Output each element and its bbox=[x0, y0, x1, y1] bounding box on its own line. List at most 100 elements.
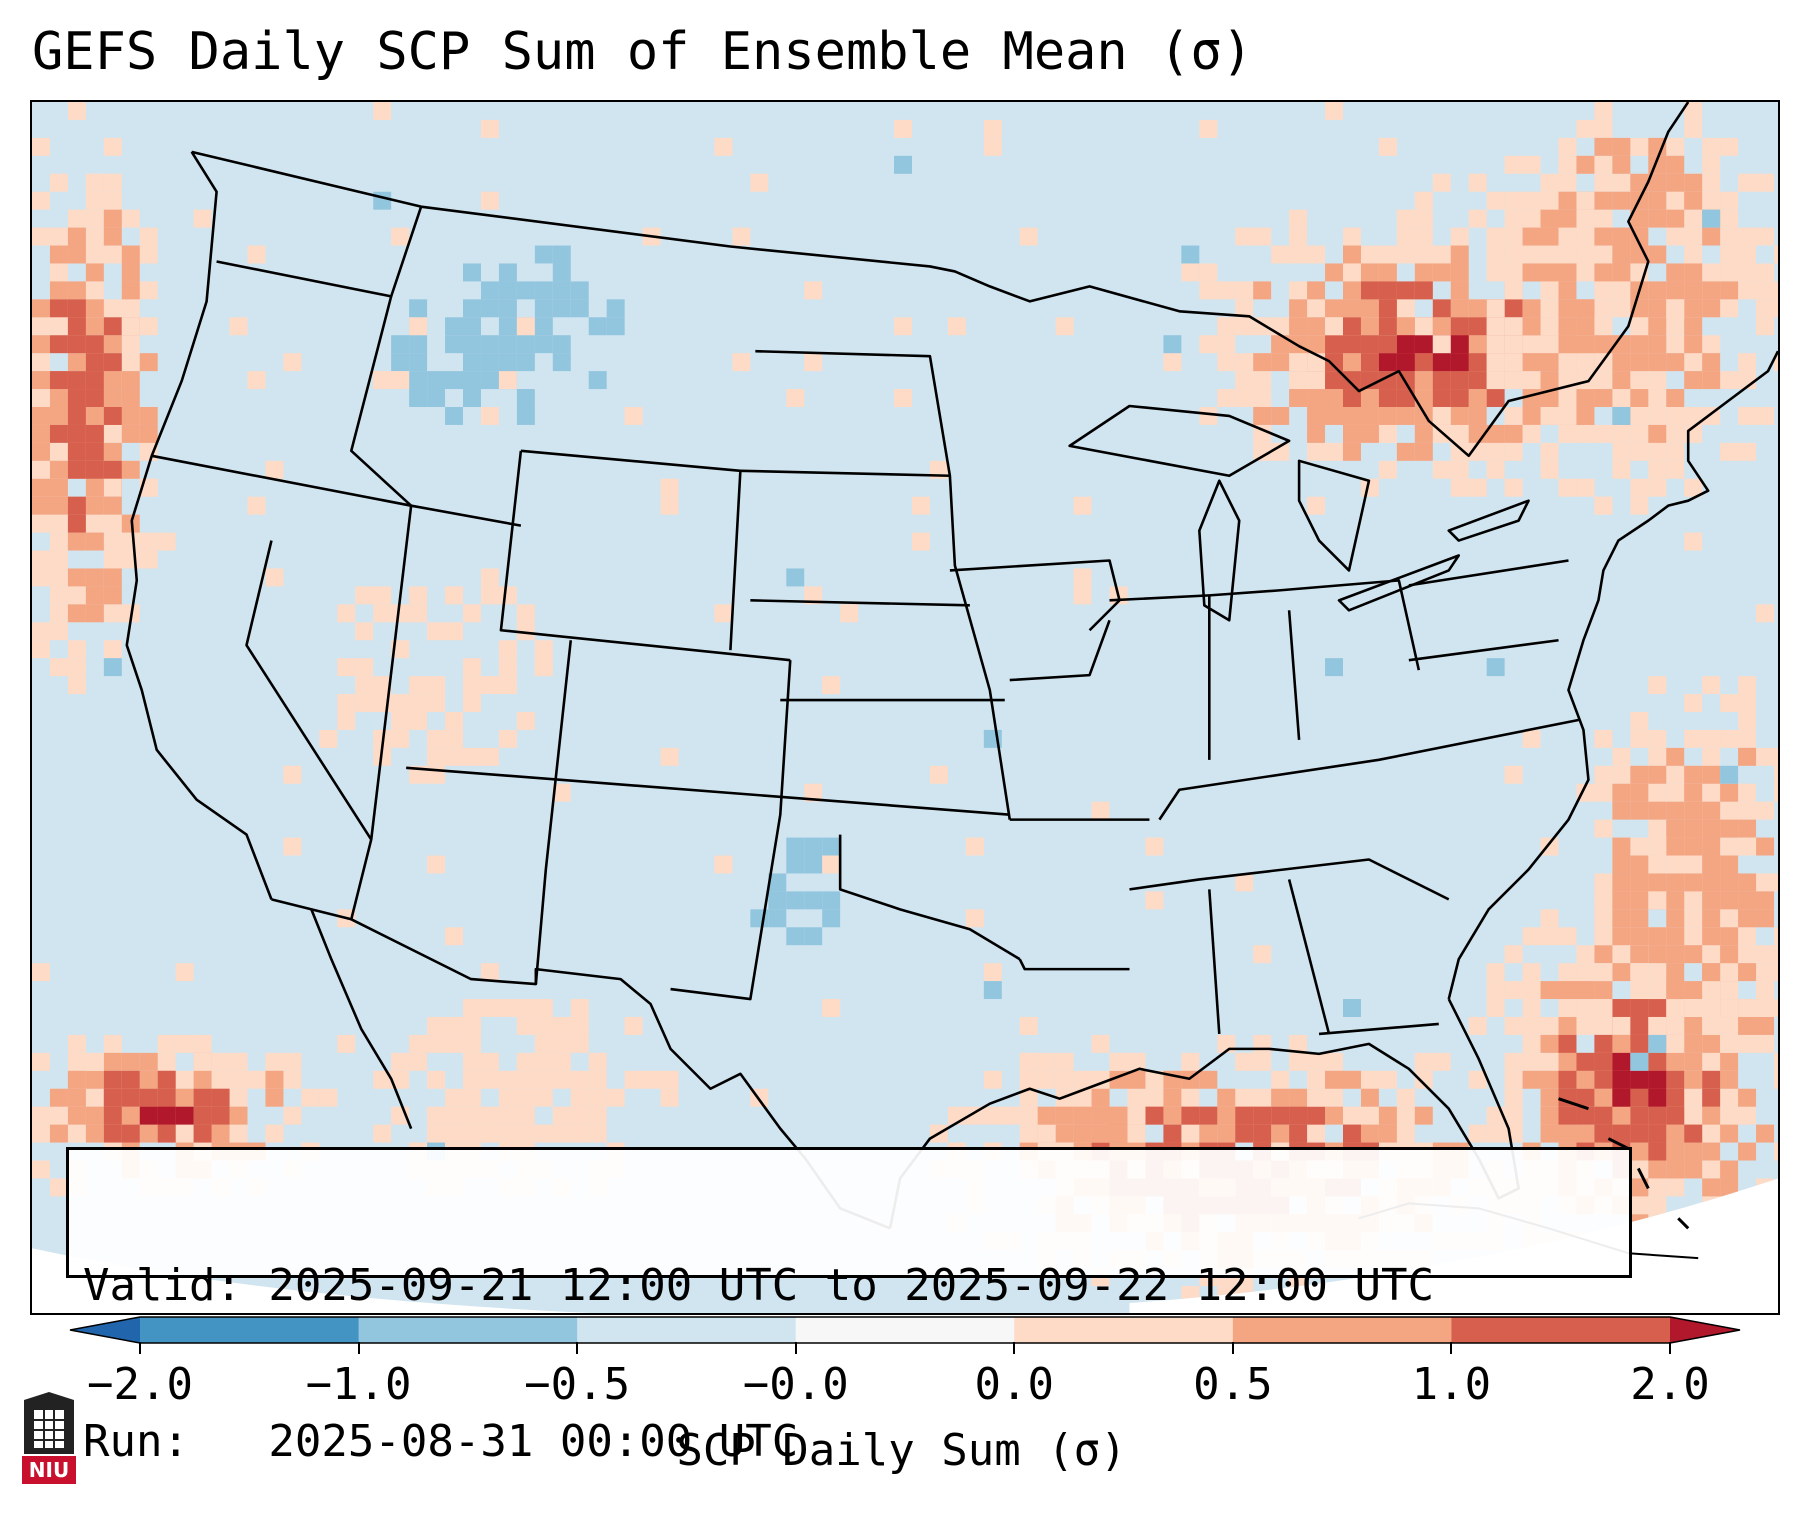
anomaly-cell bbox=[103, 424, 122, 443]
anomaly-cell bbox=[1666, 945, 1685, 964]
anomaly-cell bbox=[1702, 729, 1721, 748]
anomaly-cell bbox=[67, 604, 86, 623]
anomaly-cell bbox=[1342, 335, 1361, 354]
anomaly-cell bbox=[498, 281, 517, 300]
anomaly-cell bbox=[1684, 1070, 1703, 1089]
anomaly-cell bbox=[283, 765, 302, 784]
anomaly-cell bbox=[1720, 1034, 1739, 1053]
anomaly-cell bbox=[1181, 1124, 1200, 1143]
anomaly-cell bbox=[1558, 335, 1577, 354]
anomaly-cell bbox=[1378, 424, 1397, 443]
anomaly-cell bbox=[1612, 873, 1631, 892]
anomaly-cell bbox=[1540, 281, 1559, 300]
anomaly-cell bbox=[1486, 658, 1505, 677]
anomaly-cell bbox=[1558, 209, 1577, 228]
anomaly-cell bbox=[1504, 442, 1523, 461]
anomaly-cell bbox=[1702, 945, 1721, 964]
anomaly-cell bbox=[1504, 765, 1523, 784]
anomaly-cell bbox=[121, 317, 140, 336]
anomaly-cell bbox=[480, 299, 499, 318]
anomaly-cell bbox=[337, 1034, 356, 1053]
anomaly-cell bbox=[1738, 909, 1757, 928]
anomaly-cell bbox=[391, 1052, 410, 1071]
anomaly-cell bbox=[1612, 442, 1631, 461]
anomaly-cell bbox=[1666, 801, 1685, 820]
anomaly-cell bbox=[1720, 227, 1739, 246]
anomaly-cell bbox=[498, 729, 517, 748]
anomaly-cell bbox=[1594, 1124, 1613, 1143]
anomaly-cell bbox=[1612, 783, 1631, 802]
anomaly-cell bbox=[85, 371, 104, 390]
anomaly-cell bbox=[1342, 406, 1361, 425]
anomaly-cell bbox=[1648, 1088, 1667, 1107]
anomaly-cell bbox=[1774, 945, 1778, 964]
anomaly-cell bbox=[1630, 1088, 1649, 1107]
anomaly-cell bbox=[1738, 783, 1757, 802]
anomaly-cell bbox=[1612, 1034, 1631, 1053]
anomaly-cell bbox=[1091, 1088, 1110, 1107]
anomaly-cell bbox=[786, 389, 805, 407]
southeast-line bbox=[1129, 858, 1450, 901]
anomaly-cell bbox=[1594, 317, 1613, 336]
colorbar-tick-mark bbox=[794, 1342, 797, 1354]
anomaly-cell bbox=[1684, 173, 1703, 192]
anomaly-cell bbox=[1145, 837, 1164, 856]
anomaly-cell bbox=[1127, 1106, 1146, 1125]
anomaly-cell bbox=[139, 532, 158, 551]
anomaly-cell bbox=[1342, 1070, 1361, 1089]
anomaly-cell bbox=[85, 317, 104, 336]
anomaly-cell bbox=[1486, 317, 1505, 336]
anomaly-cell bbox=[337, 658, 356, 677]
anomaly-cell bbox=[1594, 137, 1613, 156]
anomaly-cell bbox=[1738, 676, 1757, 695]
anomaly-cell bbox=[463, 1016, 481, 1035]
anomaly-cell bbox=[1648, 999, 1667, 1017]
anomaly-cell bbox=[1630, 729, 1649, 748]
anomaly-cell bbox=[1720, 801, 1739, 820]
anomaly-cell bbox=[1342, 1124, 1361, 1143]
anomaly-cell bbox=[1450, 478, 1469, 497]
anomaly-cell bbox=[49, 263, 68, 282]
anomaly-cell bbox=[534, 245, 553, 264]
anomaly-cell bbox=[85, 353, 104, 372]
anomaly-cell bbox=[894, 119, 912, 138]
colorbar-bin bbox=[1014, 1317, 1234, 1343]
anomaly-cell bbox=[32, 424, 50, 443]
anomaly-cell bbox=[516, 1016, 535, 1035]
anomaly-cell bbox=[229, 1124, 248, 1143]
anomaly-cell bbox=[1630, 1052, 1649, 1071]
anomaly-cell bbox=[67, 424, 86, 443]
anomaly-cell bbox=[1342, 245, 1361, 264]
anomaly-cell bbox=[1540, 1088, 1559, 1107]
anomaly-cell bbox=[1307, 389, 1326, 407]
anomaly-cell bbox=[1666, 299, 1685, 318]
anomaly-cell bbox=[1504, 191, 1523, 210]
anomaly-cell bbox=[983, 137, 1002, 156]
anomaly-cell bbox=[337, 694, 356, 712]
anomaly-cell bbox=[1055, 1070, 1074, 1089]
anomaly-cell bbox=[103, 586, 122, 605]
anomaly-cell bbox=[1486, 963, 1505, 982]
anomaly-cell bbox=[1199, 406, 1218, 425]
anomaly-cell bbox=[67, 1070, 86, 1089]
anomaly-cell bbox=[480, 406, 499, 425]
anomaly-cell bbox=[786, 837, 805, 856]
co-ks-nm-line bbox=[670, 660, 792, 1001]
anomaly-cell bbox=[1666, 909, 1685, 928]
anomaly-cell bbox=[1648, 371, 1667, 390]
anomaly-cell bbox=[1666, 227, 1685, 246]
anomaly-cell bbox=[1702, 353, 1721, 372]
anomaly-cell bbox=[1253, 406, 1272, 425]
anomaly-cell bbox=[1756, 963, 1775, 982]
anomaly-cell bbox=[32, 514, 50, 533]
anomaly-cell bbox=[1558, 1106, 1577, 1125]
anomaly-cell bbox=[1307, 371, 1326, 390]
anomaly-cell bbox=[1684, 1088, 1703, 1107]
anomaly-cell bbox=[1468, 371, 1487, 390]
anomaly-cell bbox=[1576, 227, 1595, 246]
anomaly-cell bbox=[1558, 191, 1577, 210]
anomaly-cell bbox=[1648, 1016, 1667, 1035]
anomaly-cell bbox=[1325, 442, 1343, 461]
anomaly-cell bbox=[103, 173, 122, 192]
anomaly-cell bbox=[1504, 478, 1523, 497]
